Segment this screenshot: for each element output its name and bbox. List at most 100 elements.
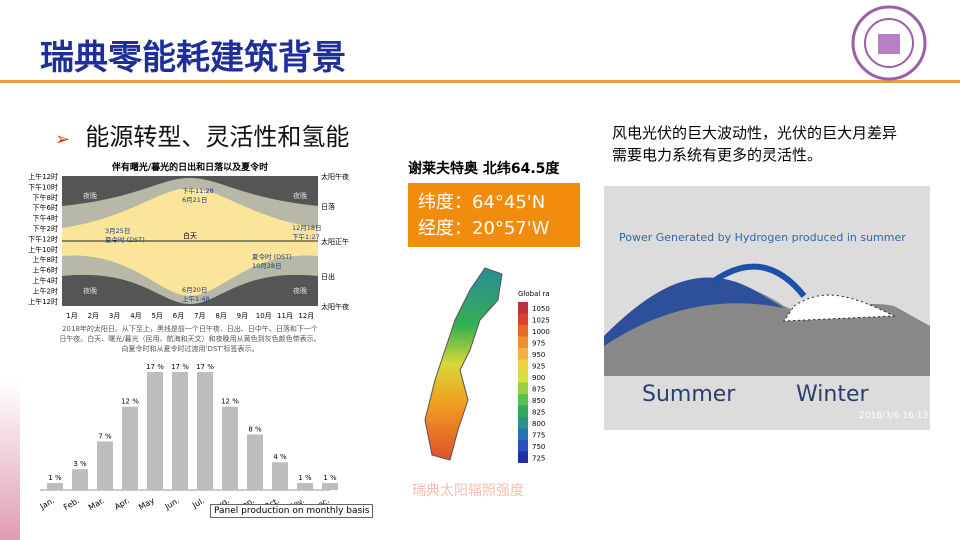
bar bbox=[172, 372, 188, 490]
annotation: 3月25日 bbox=[105, 227, 130, 235]
y-label: 下午8时 bbox=[33, 193, 58, 202]
month-label: 12月 bbox=[298, 312, 314, 320]
bar bbox=[47, 483, 63, 490]
annotation: 上午1:48 bbox=[182, 294, 210, 303]
monthly-chart: 1 % Jan. 3 % Feb. 7 % Mar. 12 % Apr. 17 % May 17 %… bbox=[38, 363, 338, 513]
photo-winter: Winter bbox=[796, 382, 869, 407]
legend-swatch bbox=[518, 382, 528, 394]
month-label: 8月 bbox=[215, 312, 226, 320]
value-label: 1 % bbox=[298, 474, 312, 482]
y-label: 下午6时 bbox=[33, 203, 58, 212]
bar bbox=[197, 372, 213, 490]
legend-label: 1050 bbox=[532, 305, 550, 313]
bar bbox=[297, 483, 313, 490]
y-label: 下午4时 bbox=[33, 214, 58, 223]
month-label: 2月 bbox=[88, 312, 99, 320]
bar bbox=[247, 434, 263, 490]
legend-swatch bbox=[518, 451, 528, 463]
bar bbox=[322, 483, 338, 490]
map-title: 谢莱夫特奥 北纬64.5度 bbox=[408, 161, 560, 177]
bullet-text: 能源转型、灵活性和氢能 bbox=[85, 123, 350, 151]
x-label: Feb. bbox=[62, 496, 81, 512]
value-label: 12 % bbox=[121, 398, 139, 406]
coord-box bbox=[408, 183, 580, 247]
month-label: 1月 bbox=[66, 312, 77, 320]
bar bbox=[147, 372, 163, 490]
legend-label: 825 bbox=[532, 409, 545, 417]
legend-label: 800 bbox=[532, 420, 545, 428]
note-line: 需要电力系统有更多的灵活性。 bbox=[612, 146, 823, 164]
bar bbox=[97, 441, 113, 490]
photo-title: Power Generated by Hydrogen produced in … bbox=[619, 231, 906, 244]
legend-swatch bbox=[518, 428, 528, 440]
decoration bbox=[0, 380, 20, 540]
x-label: Mar. bbox=[87, 496, 106, 512]
longitude: 经度：20°57'W bbox=[418, 218, 550, 239]
legend-swatch bbox=[518, 325, 528, 337]
annotation: 6月20日 bbox=[182, 286, 207, 294]
value-label: 8 % bbox=[248, 425, 262, 433]
value-label: 17 % bbox=[196, 363, 214, 371]
value-label: 1 % bbox=[323, 474, 337, 482]
right-label: 日落 bbox=[321, 202, 335, 211]
x-label: Jun. bbox=[163, 496, 181, 512]
legend-swatch bbox=[518, 371, 528, 383]
value-label: 17 % bbox=[171, 363, 189, 371]
caption: 日午夜。白天、曙光/暮光（民用、航海和天文）和夜晚用从黄色到灰色颜色带表示。 bbox=[59, 334, 320, 343]
legend-label: 1025 bbox=[532, 317, 550, 325]
legend-label: 975 bbox=[532, 340, 545, 348]
bar bbox=[272, 462, 288, 490]
legend-swatch bbox=[518, 348, 528, 360]
legend-label: 775 bbox=[532, 432, 545, 440]
y-label: 下午2时 bbox=[33, 224, 58, 233]
y-label: 上午4时 bbox=[33, 276, 58, 285]
right-label: 太阳午夜 bbox=[321, 302, 349, 311]
day-label: 白天 bbox=[183, 231, 197, 240]
month-label: 10月 bbox=[256, 312, 272, 320]
x-label: Jan. bbox=[38, 496, 56, 512]
photo-summer: Summer bbox=[642, 382, 736, 407]
month-label: 6月 bbox=[173, 312, 184, 320]
y-label: 上午12时 bbox=[28, 297, 58, 306]
y-label: 下午12时 bbox=[28, 234, 58, 243]
note: 风电光伏的巨大波动性，光伏的巨大月差异 需要电力系统有更多的灵活性。 bbox=[612, 122, 897, 166]
radiation-map: Global ra 1050 1025 1000 975 950 925 900 875 850 8… bbox=[424, 267, 550, 463]
legend-swatch bbox=[518, 336, 528, 348]
x-label: May bbox=[137, 496, 156, 512]
caption: 2018年的太阳日。从下至上，黑线是前一个日午夜、日出、日中午、日落和下一个 bbox=[62, 324, 318, 333]
photo-timestamp: 2018/3/6 16:13 bbox=[859, 411, 928, 421]
annotation: 夏令时 (DST) bbox=[105, 235, 145, 244]
day-band bbox=[62, 188, 318, 296]
value-label: 4 % bbox=[273, 453, 287, 461]
bar bbox=[222, 406, 238, 490]
y-label: 上午10时 bbox=[28, 245, 58, 254]
legend-swatch bbox=[518, 302, 528, 314]
y-label: 下午10时 bbox=[28, 182, 58, 191]
x-label: Apr. bbox=[113, 496, 131, 512]
legend-label: 875 bbox=[532, 386, 545, 394]
x-label: Jul. bbox=[190, 496, 206, 510]
month-label: 7月 bbox=[194, 312, 205, 320]
legend-label: 925 bbox=[532, 363, 545, 371]
photo: Power Generated by Hydrogen produced in … bbox=[604, 186, 930, 430]
month-label: 3月 bbox=[109, 312, 120, 320]
bar bbox=[72, 469, 88, 490]
chart-title: 伴有曙光/暮光的日出和日落以及夏令时 bbox=[111, 161, 268, 173]
night-label: 夜晚 bbox=[83, 191, 97, 200]
legend-swatch bbox=[518, 440, 528, 452]
month-label: 9月 bbox=[237, 312, 248, 320]
value-label: 3 % bbox=[73, 460, 87, 468]
y-label: 上午8时 bbox=[33, 255, 58, 264]
caption: 向夏令时和从夏令时过渡用'DST'标签表示。 bbox=[122, 344, 259, 353]
annotation: 6月21日 bbox=[182, 196, 207, 204]
legend-label: 850 bbox=[532, 397, 545, 405]
right-label: 太阳正午 bbox=[321, 237, 349, 246]
annotation: 下午1:27 bbox=[292, 232, 320, 241]
title-rule bbox=[0, 80, 960, 83]
slide-title: 瑞典零能耗建筑背景 bbox=[40, 38, 346, 78]
legend-title: Global ra bbox=[518, 290, 550, 298]
legend-swatch bbox=[518, 394, 528, 406]
legend-label: 750 bbox=[532, 443, 545, 451]
